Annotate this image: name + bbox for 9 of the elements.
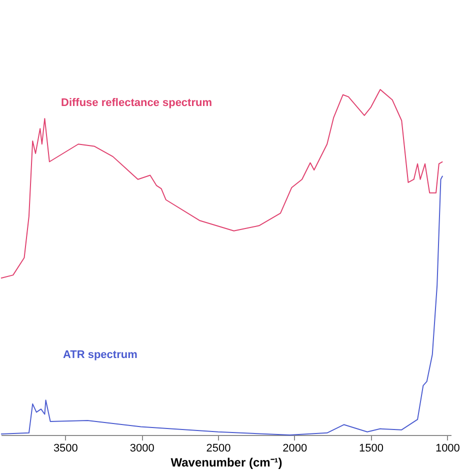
x-tick-label: 2000 [282, 442, 308, 454]
x-tick-label: 1500 [359, 442, 384, 454]
x-axis-title: Wavenumber (cm⁻¹) [170, 456, 282, 470]
series-label: Diffuse reflectance spectrum [61, 97, 212, 109]
x-tick-label: 3500 [53, 442, 78, 454]
text: ATR spectrum [63, 349, 138, 361]
x-tick-label: 1000 [435, 442, 460, 454]
x-tick-label: 3000 [130, 442, 154, 454]
x-tick-label: 2500 [206, 442, 231, 454]
